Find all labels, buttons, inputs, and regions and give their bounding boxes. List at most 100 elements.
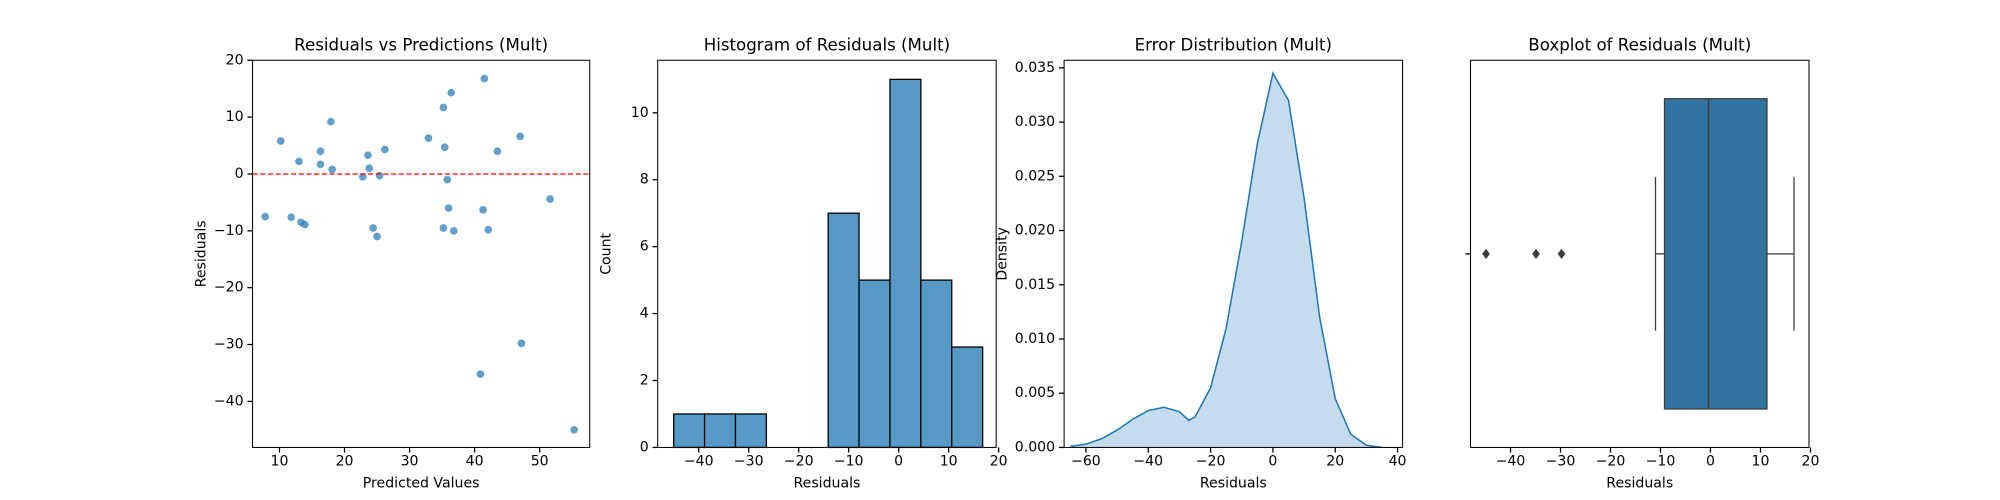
x-tick-label: −30 (1546, 454, 1576, 470)
y-axis-label: Count (598, 232, 614, 274)
bar (827, 212, 860, 449)
bar (951, 346, 984, 449)
x-tick-label: 10 (940, 454, 958, 470)
x-tick-label: −40 (684, 454, 714, 470)
panel: −40 −30 −20 −10 0 10 20 0 2 4 6 8 10 Histogram of Res… (598, 36, 1007, 492)
x-axis-label: Residuals (1606, 475, 1673, 491)
point (373, 232, 381, 241)
chart-title: Residuals vs Predictions (Mult) (294, 36, 548, 55)
density-line (1070, 71, 1383, 449)
bar (734, 413, 768, 449)
point (479, 205, 487, 214)
point (449, 226, 458, 235)
bar (858, 279, 891, 449)
y-tick-label: −40 (214, 393, 244, 409)
bar (703, 413, 737, 449)
panel: −60 −40 −20 0 20 40 0.000 0.005 0.010 0.015 0.020 0… (995, 36, 1407, 492)
y-tick-label: 10 (631, 105, 649, 121)
axes-frame (1470, 59, 1810, 448)
x-tick-label: 20 (336, 454, 354, 470)
point (440, 143, 449, 152)
chart-title: Error Distribution (Mult) (1135, 36, 1332, 55)
chart-title: Boxplot of Residuals (Mult) (1528, 36, 1751, 55)
axes-frame (657, 59, 997, 448)
x-tick-label: 50 (531, 454, 549, 470)
point (516, 132, 524, 141)
point (493, 147, 502, 156)
y-tick-label: 0.005 (1015, 385, 1055, 401)
point (261, 212, 270, 221)
x-tick-label: 20 (1326, 454, 1344, 470)
x-tick-label: 0 (894, 454, 903, 470)
y-tick-label: 0.000 (1015, 439, 1055, 455)
x-tick-label: 20 (990, 454, 1008, 470)
y-tick-label: 8 (640, 172, 649, 188)
x-tick-label: −20 (1596, 454, 1626, 470)
outlier (1482, 248, 1490, 259)
x-tick-label: 40 (466, 454, 484, 470)
outlier (1557, 248, 1566, 259)
point (316, 147, 325, 156)
y-tick-label: 0 (640, 439, 649, 455)
x-tick-label: −40 (1496, 454, 1526, 470)
chart-title: Histogram of Residuals (Mult) (704, 36, 950, 55)
y-tick-label: 0.010 (1015, 331, 1055, 347)
x-tick-label: −60 (1071, 454, 1101, 470)
point (439, 103, 448, 112)
x-tick-label: 30 (401, 454, 419, 470)
point (365, 164, 374, 173)
point (476, 370, 485, 378)
bar (673, 413, 706, 449)
point (447, 88, 456, 97)
x-axis-label: Residuals (793, 475, 860, 491)
y-tick-label: 6 (640, 239, 649, 255)
point (444, 204, 453, 212)
y-tick-label: 20 (226, 52, 244, 68)
x-tick-label: −30 (734, 454, 764, 470)
point (295, 157, 303, 166)
bar (920, 279, 953, 449)
x-tick-label: 20 (1802, 454, 1820, 470)
y-tick-label: 0.030 (1015, 114, 1055, 130)
bar (889, 78, 922, 449)
point (517, 339, 526, 348)
point (327, 117, 335, 126)
point (424, 134, 433, 142)
y-tick-label: 2 (640, 373, 649, 389)
y-tick-label: 0 (235, 166, 244, 182)
point (570, 425, 578, 434)
x-axis-label: Residuals (1200, 475, 1267, 491)
box (1663, 98, 1768, 410)
panel: −40 −30 −20 −10 0 10 20 Boxplot of Residuals (M… (1465, 36, 1820, 491)
point (546, 195, 554, 203)
x-tick-label: 0 (1268, 454, 1277, 470)
axes-frame (252, 59, 591, 448)
axes-frame (1063, 59, 1404, 448)
y-tick-label: 0.015 (1015, 277, 1055, 293)
y-axis-label: Density (995, 227, 1011, 281)
x-tick-label: −10 (834, 454, 864, 470)
y-tick-label: 10 (226, 109, 244, 125)
x-tick-label: −40 (1133, 454, 1163, 470)
point (480, 74, 489, 83)
point (443, 175, 452, 184)
y-tick-label: −20 (214, 280, 244, 296)
y-axis-label: Residuals (193, 220, 209, 287)
point (375, 171, 384, 180)
x-tick-label: −10 (1646, 454, 1676, 470)
point (381, 145, 389, 154)
point (276, 137, 285, 145)
y-tick-label: −30 (214, 337, 244, 353)
outlier (1532, 248, 1540, 259)
y-tick-label: 0.035 (1015, 60, 1055, 76)
x-axis-label: Predicted Values (363, 475, 480, 491)
x-tick-label: 10 (271, 454, 289, 470)
x-tick-label: 0 (1706, 454, 1715, 470)
point (369, 224, 377, 232)
x-tick-label: 40 (1389, 454, 1407, 470)
y-tick-label: −10 (214, 223, 244, 239)
x-tick-label: −20 (1196, 454, 1226, 470)
point (316, 160, 325, 169)
density-fill (1070, 73, 1382, 448)
